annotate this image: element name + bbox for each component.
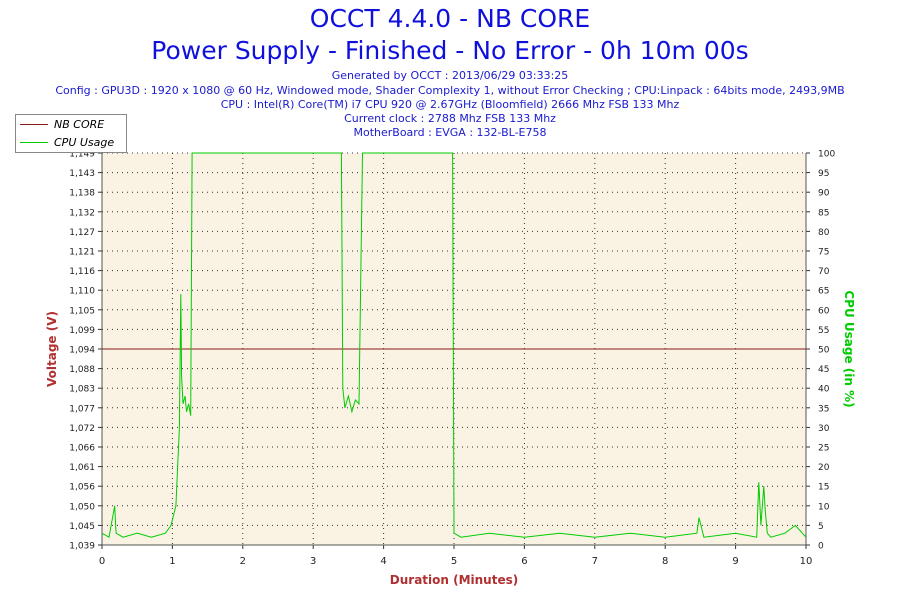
x-tick-label: 4: [380, 556, 386, 567]
y2-tick-label: 50: [818, 346, 830, 356]
y2-tick-label: 15: [818, 483, 829, 493]
chart-title: OCCT 4.4.0 - NB CORE: [309, 4, 591, 33]
x-tick-label: 9: [732, 556, 738, 567]
y-tick-label: 1,039: [69, 542, 95, 552]
y-tick-label: 1,143: [69, 169, 95, 179]
x-tick-label: 1: [169, 556, 175, 567]
y-tick-label: 1,056: [69, 483, 95, 493]
chart-legend: NB CORE CPU Usage: [15, 114, 127, 153]
y-tick-label: 1,050: [69, 502, 95, 512]
y2-tick-label: 90: [818, 189, 830, 199]
x-tick-label: 3: [310, 556, 316, 567]
x-tick-label: 7: [592, 556, 598, 567]
y2-tick-label: 40: [818, 385, 830, 395]
y-tick-label: 1,116: [69, 267, 95, 277]
y2-tick-label: 20: [818, 463, 830, 473]
y-tick-label: 1,127: [69, 228, 95, 238]
y2-tick-label: 100: [818, 150, 835, 160]
x-tick-label: 10: [800, 556, 813, 567]
y2-tick-label: 25: [818, 444, 829, 454]
y2-tick-label: 75: [818, 248, 829, 258]
y-tick-label: 1,099: [69, 326, 95, 336]
y2-tick-label: 65: [818, 287, 829, 297]
y2-tick-label: 5: [818, 522, 824, 532]
y-tick-label: 1,077: [69, 404, 95, 414]
y2-tick-label: 0: [818, 542, 824, 552]
y-tick-label: 1,138: [69, 189, 95, 199]
x-tick-label: 5: [451, 556, 457, 567]
x-axis-label: Duration (Minutes): [390, 573, 518, 587]
y-tick-label: 1,132: [69, 208, 95, 218]
y-tick-label: 1,121: [69, 248, 95, 258]
y2-tick-label: 85: [818, 208, 829, 218]
y2-tick-label: 45: [818, 365, 829, 375]
x-tick-label: 8: [662, 556, 668, 567]
y2-tick-label: 70: [818, 267, 830, 277]
y-tick-label: 1,066: [69, 444, 95, 454]
legend-item-nb-core: NB CORE: [20, 116, 104, 132]
chart-subtitle: Power Supply - Finished - No Error - 0h …: [151, 36, 749, 65]
y-tick-label: 1,083: [69, 385, 95, 395]
y-tick-label: 1,072: [69, 424, 95, 434]
x-tick-label: 0: [99, 556, 105, 567]
y2-tick-label: 60: [818, 306, 830, 316]
y2-tick-label: 55: [818, 326, 829, 336]
motherboard-info: MotherBoard : EVGA : 132-BL-E758: [353, 126, 547, 139]
generated-info: Generated by OCCT : 2013/06/29 03:33:25: [331, 69, 569, 82]
y-tick-label: 1,149: [69, 150, 95, 160]
y-tick-label: 1,061: [69, 463, 95, 473]
y-tick-label: 1,045: [69, 522, 95, 532]
y-tick-label: 1,105: [69, 306, 95, 316]
y-axis-label: Voltage (V): [45, 311, 59, 387]
config-info: Config : GPU3D : 1920 x 1080 @ 60 Hz, Wi…: [55, 84, 845, 97]
y2-tick-label: 80: [818, 228, 830, 238]
y-tick-label: 1,094: [69, 346, 95, 356]
y2-axis-label: CPU Usage (in %): [842, 290, 856, 407]
legend-label-cpu-usage: CPU Usage: [54, 135, 115, 149]
y2-tick-label: 35: [818, 404, 829, 414]
y-tick-label: 1,088: [69, 365, 95, 375]
y-tick-label: 1,110: [69, 287, 95, 297]
y2-tick-label: 30: [818, 424, 830, 434]
x-tick-label: 6: [521, 556, 527, 567]
y2-tick-label: 10: [818, 502, 830, 512]
legend-item-cpu-usage: CPU Usage: [20, 134, 114, 150]
y2-tick-label: 95: [818, 169, 829, 179]
clock-info: Current clock : 2788 Mhz FSB 133 Mhz: [344, 112, 556, 125]
cpu-info: CPU : Intel(R) Core(TM) i7 CPU 920 @ 2.6…: [220, 98, 680, 111]
series-line-cpu-usage: [101, 152, 807, 538]
legend-swatch-nb-core: [20, 123, 48, 125]
legend-swatch-cpu-usage: [20, 141, 48, 143]
legend-label-nb-core: NB CORE: [54, 117, 105, 131]
x-tick-label: 2: [240, 556, 246, 567]
